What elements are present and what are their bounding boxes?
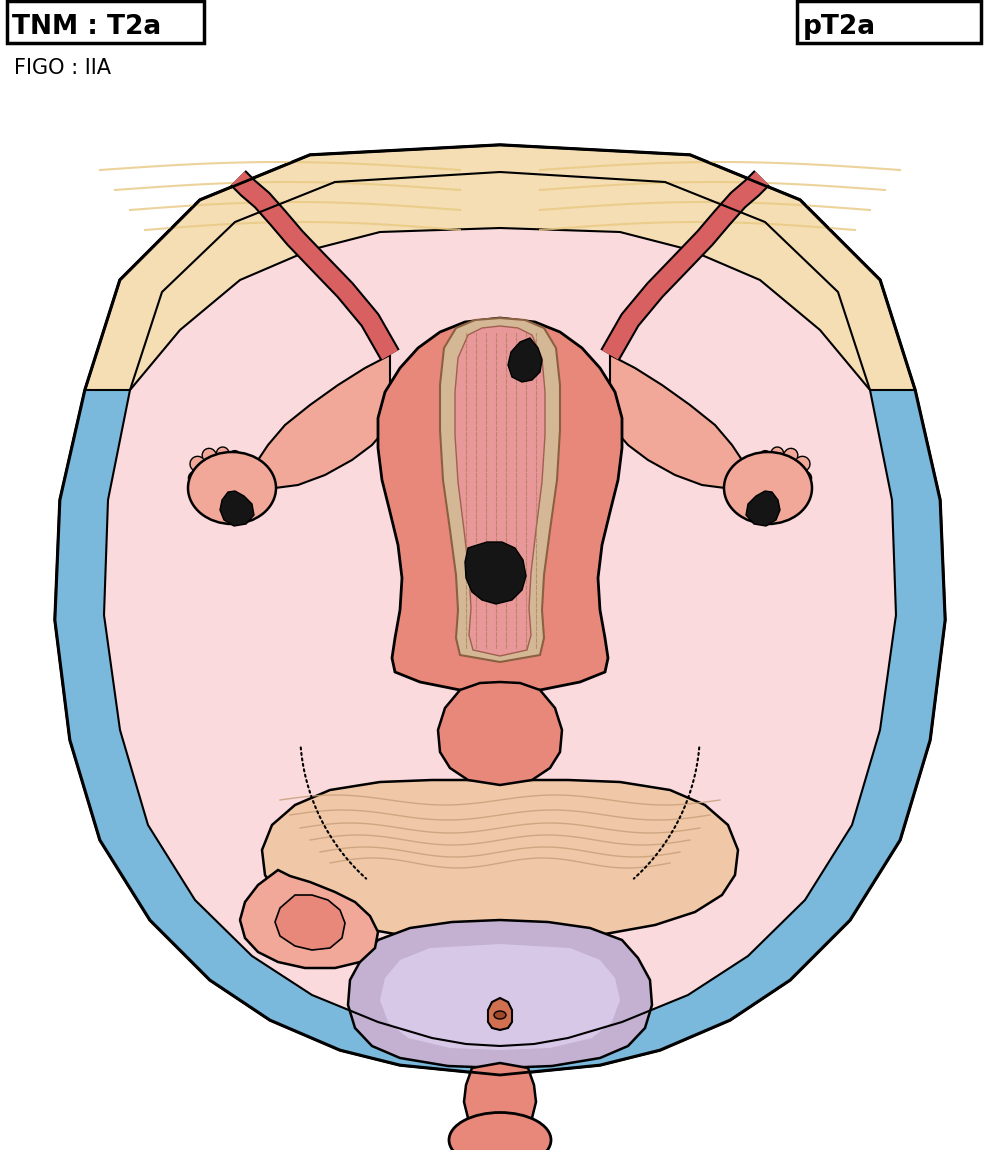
FancyBboxPatch shape — [797, 1, 981, 43]
FancyBboxPatch shape — [7, 1, 204, 43]
Polygon shape — [104, 172, 896, 1046]
Polygon shape — [465, 542, 526, 604]
Ellipse shape — [724, 452, 812, 524]
Polygon shape — [440, 319, 560, 662]
Polygon shape — [262, 780, 738, 940]
Polygon shape — [508, 338, 542, 382]
Polygon shape — [610, 355, 745, 488]
Polygon shape — [438, 682, 562, 785]
Text: TNM : T2a: TNM : T2a — [12, 14, 161, 40]
Polygon shape — [255, 355, 390, 488]
Ellipse shape — [494, 1011, 506, 1019]
Polygon shape — [464, 1063, 536, 1135]
Polygon shape — [348, 920, 652, 1068]
Ellipse shape — [188, 452, 276, 524]
Text: FIGO : IIA: FIGO : IIA — [14, 58, 111, 78]
Text: pT2a: pT2a — [803, 14, 876, 40]
Polygon shape — [240, 871, 378, 968]
Polygon shape — [55, 145, 945, 1075]
Polygon shape — [746, 491, 780, 526]
Polygon shape — [488, 998, 512, 1030]
Polygon shape — [378, 319, 622, 692]
Polygon shape — [55, 145, 945, 1135]
Ellipse shape — [449, 1112, 551, 1150]
Polygon shape — [380, 944, 620, 1050]
Polygon shape — [455, 325, 545, 656]
Polygon shape — [220, 491, 254, 526]
Polygon shape — [85, 145, 915, 390]
Polygon shape — [275, 895, 345, 950]
